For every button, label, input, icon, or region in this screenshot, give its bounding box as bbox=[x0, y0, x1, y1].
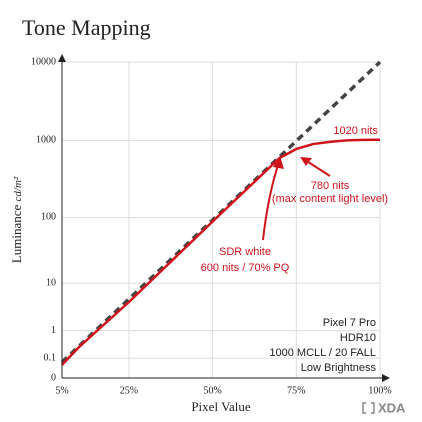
annotation: 600 nits / 70% PQ bbox=[201, 262, 290, 274]
y-axis-label: Luminance cd/m² bbox=[9, 176, 24, 263]
grid bbox=[61, 61, 381, 379]
info-line: HDR10 bbox=[340, 332, 376, 344]
y-tick-label: 10000 bbox=[31, 56, 56, 67]
info-line: Low Brightness bbox=[301, 362, 377, 374]
annotation-arrowhead bbox=[273, 156, 284, 169]
y-tick-label: 1000 bbox=[36, 135, 56, 146]
info-line: Pixel 7 Pro bbox=[323, 317, 376, 329]
annotation: SDR white bbox=[219, 246, 271, 258]
x-tick-label: 5% bbox=[55, 385, 68, 396]
x-tick-label: 75% bbox=[287, 385, 305, 396]
annotation-arrow bbox=[262, 161, 280, 241]
chart-title: Tone Mapping bbox=[22, 15, 151, 40]
annotation: (max content light level) bbox=[272, 193, 388, 205]
y-tick-label: 0.1 bbox=[44, 353, 57, 364]
x-tick-label: 25% bbox=[120, 385, 138, 396]
y-tick-label: 0 bbox=[51, 372, 56, 383]
x-axis-arrow bbox=[382, 374, 390, 382]
y-tick-label: 100 bbox=[41, 212, 56, 223]
y-label-text: Luminance bbox=[9, 205, 24, 264]
y-tick-label: 10 bbox=[46, 278, 56, 289]
series-line bbox=[61, 138, 381, 366]
annotation: 780 nits bbox=[311, 180, 350, 192]
annotation-arrow bbox=[304, 159, 331, 177]
x-tick-label: 100% bbox=[368, 385, 391, 396]
y-axis-arrow bbox=[58, 54, 66, 62]
info-line: 1000 MCLL / 20 FALL bbox=[269, 347, 376, 359]
logo-icon bbox=[362, 402, 375, 414]
x-axis-label: Pixel Value bbox=[191, 399, 251, 414]
y-tick-label: 1 bbox=[51, 325, 56, 336]
annotation: 1020 nits bbox=[333, 125, 378, 137]
annotation-arrowhead bbox=[300, 157, 312, 166]
plot bbox=[60, 60, 382, 366]
x-tick-label: 50% bbox=[203, 385, 221, 396]
y-label-unit: cd/m² bbox=[12, 176, 24, 201]
watermark: XDA bbox=[378, 400, 406, 415]
